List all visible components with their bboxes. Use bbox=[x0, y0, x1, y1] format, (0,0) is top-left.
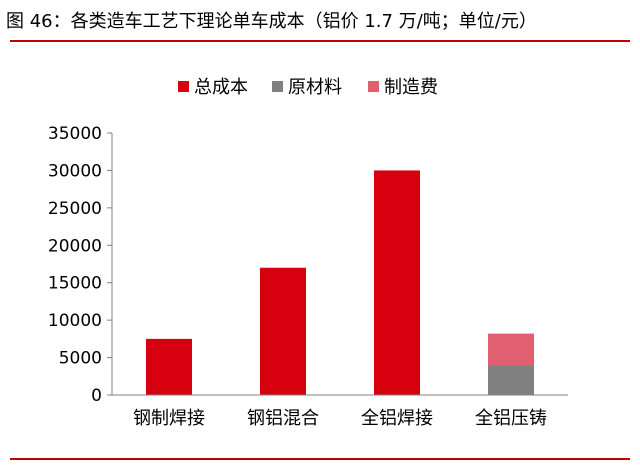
figure-title: 图 46：各类造车工艺下理论单车成本（铝价 1.7 万/吨；单位/元） bbox=[6, 11, 537, 32]
x-axis: 钢制焊接 钢铝混合 全铝焊接 全铝压铸 bbox=[112, 394, 568, 429]
y-tick-label: 10000 bbox=[48, 311, 102, 331]
legend-swatch bbox=[368, 81, 379, 92]
bar bbox=[146, 338, 192, 395]
legend-swatch bbox=[178, 81, 189, 92]
footer-rule bbox=[10, 458, 630, 460]
y-tick-label: 30000 bbox=[48, 161, 102, 181]
y-tick-label: 20000 bbox=[48, 236, 102, 256]
y-axis: 0 5000 10000 15000 20000 25000 30000 35000 bbox=[48, 124, 113, 406]
legend-label: 总成本 bbox=[194, 77, 248, 98]
bar bbox=[488, 333, 534, 366]
y-tick-label: 35000 bbox=[48, 124, 102, 144]
y-tick-label: 15000 bbox=[48, 274, 102, 294]
bars bbox=[146, 170, 534, 395]
y-tick-label: 0 bbox=[91, 386, 102, 406]
x-category-label: 钢制焊接 bbox=[133, 408, 205, 429]
y-tick-label: 25000 bbox=[48, 199, 102, 219]
legend: 总成本 原材料 制造费 bbox=[178, 77, 438, 98]
legend-label: 原材料 bbox=[288, 77, 342, 98]
bar bbox=[374, 170, 420, 395]
bar bbox=[488, 365, 534, 395]
x-category-label: 钢铝混合 bbox=[247, 408, 319, 429]
legend-swatch bbox=[272, 81, 283, 92]
x-category-label: 全铝焊接 bbox=[361, 408, 433, 429]
bar bbox=[260, 267, 306, 395]
title-rule bbox=[10, 40, 630, 42]
x-category-label: 全铝压铸 bbox=[475, 408, 547, 429]
y-tick-label: 5000 bbox=[59, 349, 102, 369]
legend-label: 制造费 bbox=[384, 77, 438, 98]
